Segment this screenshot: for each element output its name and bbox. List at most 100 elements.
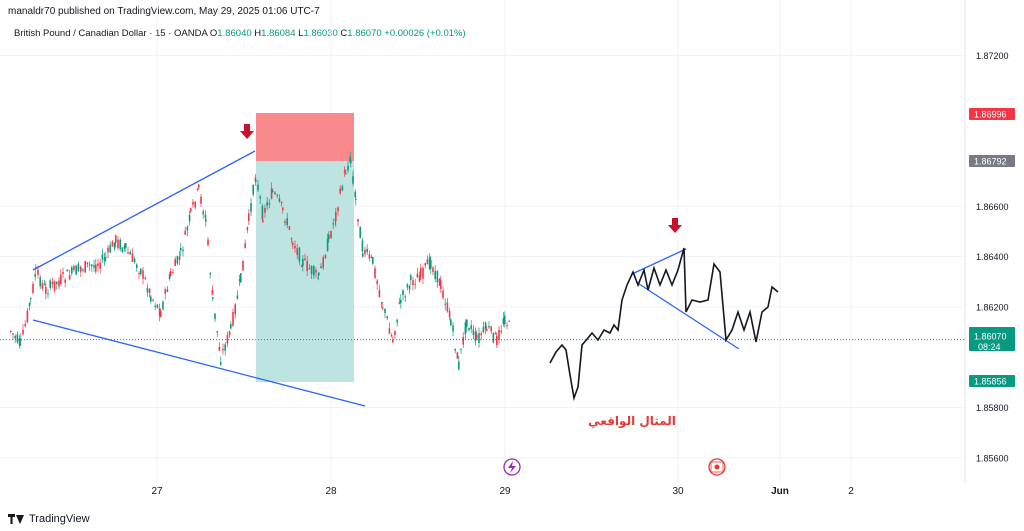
candle-body (174, 259, 176, 267)
candle-body (440, 280, 442, 289)
candle-body (382, 307, 384, 309)
footer: TradingView (8, 513, 90, 525)
candle-body (93, 265, 95, 268)
candle-body (372, 256, 374, 264)
candle-body (152, 299, 154, 301)
candle-body (14, 335, 16, 339)
candle-body (113, 242, 116, 249)
candle-body (430, 260, 432, 269)
y-tick-label: 1.85600 (976, 453, 1009, 463)
candle-body (154, 305, 156, 308)
candle-body (386, 316, 388, 319)
canada-flag-event-icon[interactable] (708, 458, 726, 476)
y-tick-label: 1.85800 (976, 403, 1009, 413)
publisher-header: manaldr70 published on TradingView.com, … (8, 6, 320, 17)
candle-body (380, 302, 383, 304)
candle-body (332, 223, 334, 225)
candle-body (64, 279, 66, 283)
candle-body (492, 332, 495, 343)
candle-body (374, 268, 376, 278)
candle-body (460, 348, 462, 350)
candle-body (466, 319, 468, 327)
candle-body (30, 297, 32, 299)
candle-body (119, 239, 121, 250)
candle-body (464, 322, 467, 335)
candle-body (207, 239, 209, 246)
candle-body (125, 243, 127, 248)
upper-trendline (32, 150, 256, 271)
candle-body (472, 329, 475, 336)
candle-body (230, 324, 232, 329)
high-value: 1.86084 (261, 28, 296, 39)
candle-body (452, 325, 454, 332)
candle-body (454, 348, 456, 351)
symbol-legend: British Pound / Canadian Dollar · 15 · O… (14, 28, 466, 39)
time-axis[interactable]: 27 28 29 30 Jun 2 (151, 458, 854, 497)
candle-body (224, 344, 226, 351)
candle-body (274, 192, 276, 195)
lightning-event-icon[interactable] (503, 458, 521, 476)
candle-body (502, 317, 505, 324)
candle-body (95, 264, 97, 272)
candle-body (404, 296, 406, 298)
candle-body (18, 338, 21, 346)
candle-body (315, 269, 317, 273)
candle-body (99, 262, 101, 269)
candle-body (339, 188, 341, 194)
candle-body (107, 247, 109, 253)
candle-body (22, 329, 24, 335)
candle-body (390, 334, 393, 337)
candle-body (400, 299, 402, 304)
candle-body (166, 289, 169, 292)
price-axis[interactable]: 1.87200 1.86600 1.86400 1.86200 1.85800 1.856… (969, 51, 1015, 464)
candle-body (458, 361, 460, 370)
take-profit-zone[interactable] (256, 161, 354, 382)
candle-body (24, 324, 26, 326)
candle-body (86, 262, 89, 264)
candle-body (366, 248, 368, 253)
candle-body (37, 269, 39, 275)
drawings[interactable] (32, 124, 779, 407)
symbol-name[interactable]: British Pound / Canadian Dollar · 15 · O… (14, 28, 208, 39)
example-upper-trendline (631, 248, 687, 275)
candle-body (268, 203, 271, 205)
candle-body (28, 303, 31, 307)
candle-body (232, 312, 234, 326)
stop-loss-zone[interactable] (256, 113, 354, 161)
candle-body (111, 241, 114, 247)
candle-body (290, 238, 293, 240)
candle-body (324, 255, 327, 259)
candle-body (486, 329, 488, 331)
price-label-stop[interactable]: 1.86996 (969, 108, 1015, 120)
candle-body (209, 272, 211, 275)
candle-body (508, 320, 510, 322)
candle-body (252, 184, 254, 195)
candle-body (162, 301, 164, 310)
candle-body (370, 256, 373, 258)
price-label-entry[interactable]: 1.86792 (969, 155, 1015, 167)
candle-body (402, 289, 404, 296)
change-value: +0.00026 (+0.01%) (384, 28, 466, 39)
candle-body (218, 346, 221, 351)
candle-body (488, 326, 490, 328)
candle-body (77, 263, 80, 272)
candle-body (56, 281, 58, 284)
price-label-target[interactable]: 1.85856 (969, 375, 1015, 387)
open-value: 1.86040 (217, 28, 252, 39)
candle-body (317, 277, 319, 279)
candle-body (330, 231, 332, 239)
candle-body (320, 266, 322, 269)
candle-body (350, 160, 352, 163)
candle-body (276, 194, 278, 196)
candle-body (156, 304, 159, 308)
candle-body (186, 226, 189, 231)
candle-body (255, 180, 257, 182)
candle-body (354, 191, 356, 197)
candle-body (294, 245, 296, 249)
candle-body (131, 253, 134, 262)
candle-body (428, 257, 431, 269)
price-label-text: 1.86792 (974, 157, 1007, 167)
candle-body (262, 219, 264, 222)
